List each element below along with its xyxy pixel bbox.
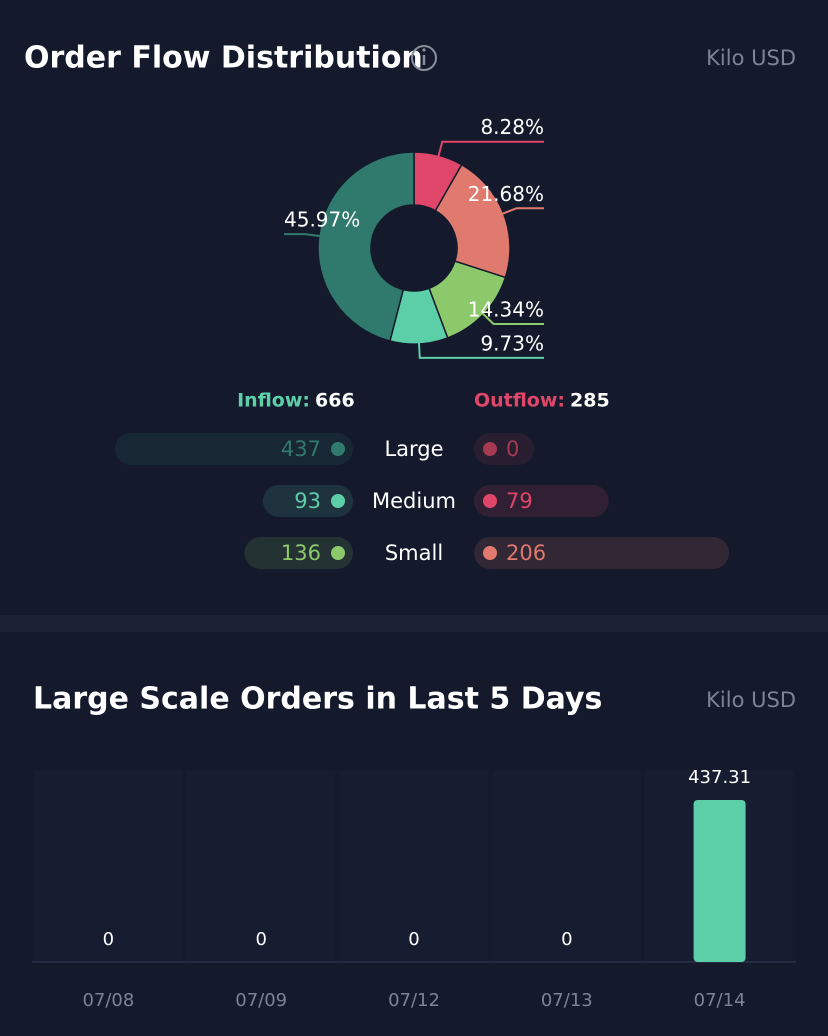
outflow-total: 285 xyxy=(570,390,610,412)
donut-slice xyxy=(434,163,511,279)
unit-label: Kilo USD xyxy=(706,688,796,712)
bar xyxy=(693,800,746,962)
x-tick-label: 07/09 xyxy=(235,990,287,1011)
outflow-pill xyxy=(474,485,609,517)
inflow-value: 93 xyxy=(294,489,321,513)
value-label: 0 xyxy=(103,929,114,950)
leader-line xyxy=(417,339,544,359)
outflow-value: 79 xyxy=(506,489,533,513)
outflow-dot xyxy=(483,494,497,508)
outflow-value: 206 xyxy=(506,541,546,565)
slice-label: 45.97% xyxy=(284,208,360,232)
outflow-value: 0 xyxy=(506,437,519,461)
inflow-pill xyxy=(262,485,353,517)
value-label: 0 xyxy=(408,929,419,950)
x-tick-label: 07/14 xyxy=(694,990,746,1011)
value-label: 0 xyxy=(561,929,572,950)
x-tick-label: 07/13 xyxy=(541,990,593,1011)
info-icon[interactable] xyxy=(411,45,437,71)
inflow-value: 136 xyxy=(281,541,321,565)
card-title: Order Flow Distribution xyxy=(24,41,423,76)
inflow-dot xyxy=(331,494,345,508)
leader-line xyxy=(284,233,323,238)
outflow-label: Outflow: xyxy=(474,390,565,412)
row-name: Small xyxy=(385,541,443,565)
outflow-pill xyxy=(474,537,729,569)
value-label: 437.31 xyxy=(688,767,751,788)
row-name: Large xyxy=(384,437,443,461)
value-label: 0 xyxy=(255,929,266,950)
column-panel xyxy=(186,770,336,962)
unit-label: Kilo USD xyxy=(706,46,796,70)
column-panel xyxy=(492,770,642,962)
x-tick-label: 07/12 xyxy=(388,990,440,1011)
donut-slice xyxy=(317,151,415,342)
slice-label: 9.73% xyxy=(480,331,544,355)
x-tick-label: 07/08 xyxy=(82,990,134,1011)
leader-line xyxy=(479,310,544,325)
inflow-dot xyxy=(331,546,345,560)
row-name: Medium xyxy=(372,489,456,513)
column-panel xyxy=(34,770,183,962)
inflow-value: 437 xyxy=(281,437,321,461)
inflow-total: 666 xyxy=(315,390,355,412)
inflow-label: Inflow: xyxy=(237,390,310,412)
outflow-dot xyxy=(483,546,497,560)
inflow-dot xyxy=(331,442,345,456)
outflow-dot xyxy=(483,442,497,456)
inflow-pill xyxy=(244,537,353,569)
slice-label: 8.28% xyxy=(480,115,544,139)
leader-line xyxy=(436,140,544,160)
leader-line xyxy=(499,207,544,216)
card-title: Large Scale Orders in Last 5 Days xyxy=(33,682,602,717)
column-panel xyxy=(339,770,489,962)
outflow-pill xyxy=(474,433,534,465)
separator xyxy=(0,615,828,632)
inflow-pill xyxy=(115,433,353,465)
slice-label: 21.68% xyxy=(468,182,544,206)
slice-label: 14.34% xyxy=(468,297,544,321)
